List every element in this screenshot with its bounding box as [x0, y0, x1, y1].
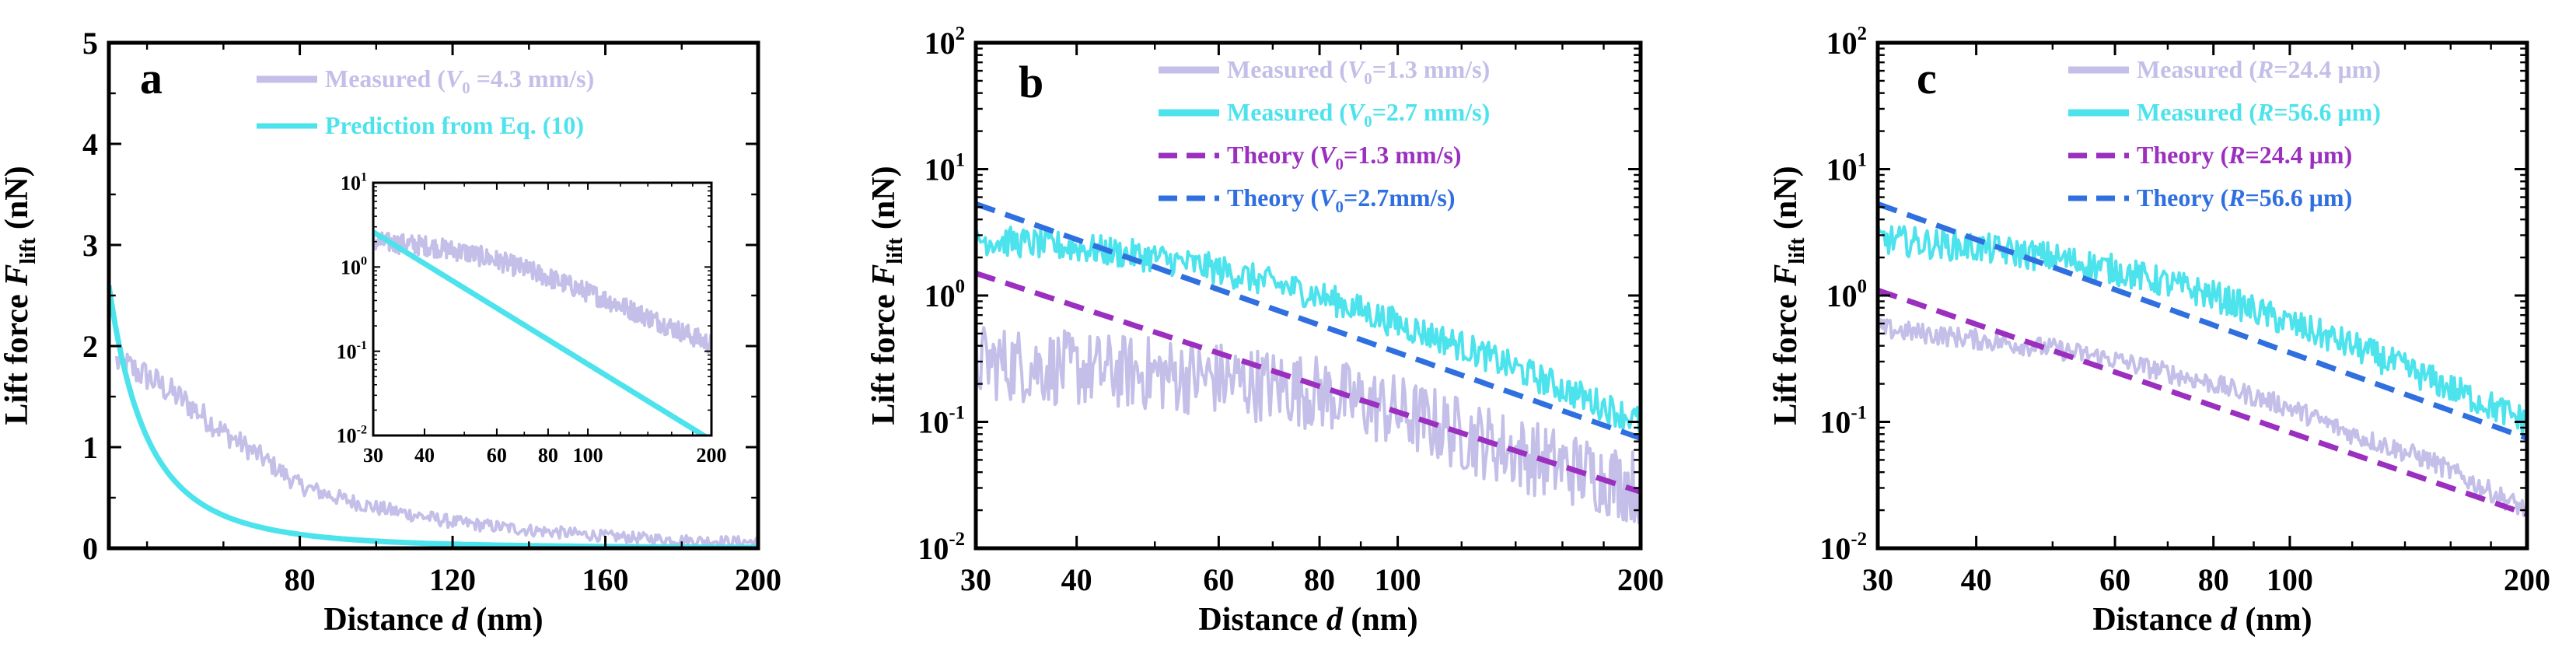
series-line: [1878, 201, 2527, 441]
y-tick-label: 10-1: [337, 339, 367, 363]
y-tick-label: 4: [82, 127, 98, 162]
y-tick-label: 10-2: [918, 529, 965, 566]
series-line: [976, 326, 1641, 525]
x-tick-label: 120: [429, 562, 476, 597]
legend-label: Prediction from Eq. (10): [325, 111, 584, 139]
x-tick-label: 160: [582, 562, 629, 597]
y-tick-label: 101: [1826, 150, 1867, 187]
x-tick-label: 40: [414, 444, 435, 467]
x-tick-label: 40: [1961, 562, 1992, 597]
legend-label: Theory (V0=2.7mm/s): [1227, 184, 1456, 216]
y-tick-label: 10-1: [1819, 403, 1867, 440]
x-tick-label: 100: [573, 444, 603, 467]
y-tick-label: 3: [82, 228, 98, 263]
y-tick-label: 10-2: [1819, 529, 1867, 566]
panel-letter: a: [140, 53, 163, 103]
series-line: [373, 229, 709, 435]
y-tick-label: 2: [82, 329, 98, 364]
x-tick-label: 200: [735, 562, 781, 597]
x-tick-label: 100: [2267, 562, 2313, 597]
legend-label: Measured (V0=2.7 mm/s): [1227, 98, 1490, 131]
panel-letter: c: [1917, 53, 1937, 103]
y-axis-label: Lift force Flift (nN): [0, 166, 40, 425]
legend-label: Measured (R=24.4 μm): [2137, 55, 2381, 83]
x-tick-label: 100: [1375, 562, 1421, 597]
legend: Measured (V0=1.3 mm/s) Measured (V0=2.7 m…: [1159, 55, 1490, 216]
x-tick-label: 80: [538, 444, 558, 467]
x-tick-label: 60: [2099, 562, 2130, 597]
x-tick-label: 30: [960, 562, 991, 597]
x-tick-label: 30: [1862, 562, 1893, 597]
inset-chart: 30 40 60 80 100 200 10-2 10-1 100 101: [337, 170, 727, 467]
y-tick-label: 100: [924, 276, 965, 313]
y-tick-label: 10-1: [918, 403, 965, 440]
x-tick-label: 60: [1203, 562, 1234, 597]
x-tick-label: 80: [285, 562, 316, 597]
plot-frame: [372, 181, 713, 437]
x-tick-label: 200: [697, 444, 727, 467]
inset-background: [373, 183, 711, 435]
y-tick-label: 100: [1826, 276, 1867, 313]
x-axis-label: Distance d (nm): [2092, 602, 2312, 638]
x-axis-label: Distance d (nm): [1198, 602, 1417, 638]
series-line: [1878, 223, 2527, 436]
x-axis-label: Distance d (nm): [323, 602, 543, 638]
x-tick-label: 60: [487, 444, 507, 467]
x-tick-label: 200: [1617, 562, 1664, 597]
legend: Measured (R=24.4 μm) Measured (R=56.6 μm)…: [2068, 55, 2381, 212]
series-line: [114, 345, 758, 548]
y-tick-label: 1: [82, 430, 98, 465]
x-tick-label: 200: [2504, 562, 2550, 597]
y-tick-label: 5: [82, 26, 98, 61]
y-axis-label: Lift force Flift (nN): [1768, 166, 1809, 425]
legend-label: Theory (R=24.4 μm): [2137, 141, 2352, 169]
series-line: [976, 226, 1641, 432]
panel-a: 80 120 160 200 0 1 2 3 4 5 a Distance d (nm) Lift fo…: [0, 26, 781, 638]
legend-label: Theory (V0=1.3 mm/s): [1227, 141, 1462, 173]
x-tick-label: 80: [2198, 562, 2229, 597]
x-tick-label: 30: [363, 444, 383, 467]
panel-b: 30 40 60 80 100 200 10-2 10-1 100 101 102 b Distance…: [866, 23, 1664, 638]
legend-label: Measured (V0 =4.3 mm/s): [325, 65, 594, 97]
legend-label: Measured (R=56.6 μm): [2137, 98, 2381, 126]
x-tick-label: 80: [1304, 562, 1335, 597]
series-line: [976, 201, 1641, 441]
panel-c: 30 40 60 80 100 200 10-2 10-1 100 101 102 c Distance…: [1768, 23, 2550, 638]
y-tick-label: 0: [82, 531, 98, 566]
y-tick-label: 101: [924, 150, 965, 187]
panel-letter: b: [1019, 57, 1043, 107]
y-axis-label: Lift force Flift (nN): [866, 166, 907, 425]
y-tick-label: 102: [1826, 23, 1867, 61]
y-tick-label: 100: [341, 255, 367, 279]
legend-label: Measured (V0=1.3 mm/s): [1227, 55, 1490, 88]
series-line: [1878, 287, 2527, 517]
legend-label: Theory (R=56.6 μm): [2137, 184, 2352, 212]
series-line: [1878, 318, 2527, 517]
series-line: [373, 231, 711, 355]
series-line: [976, 271, 1641, 495]
x-tick-label: 40: [1061, 562, 1092, 597]
y-tick-label: 101: [341, 170, 367, 194]
y-tick-label: 10-2: [337, 423, 367, 447]
legend: Measured (V0 =4.3 mm/s) Prediction from E…: [257, 65, 594, 139]
y-tick-label: 102: [924, 23, 965, 61]
